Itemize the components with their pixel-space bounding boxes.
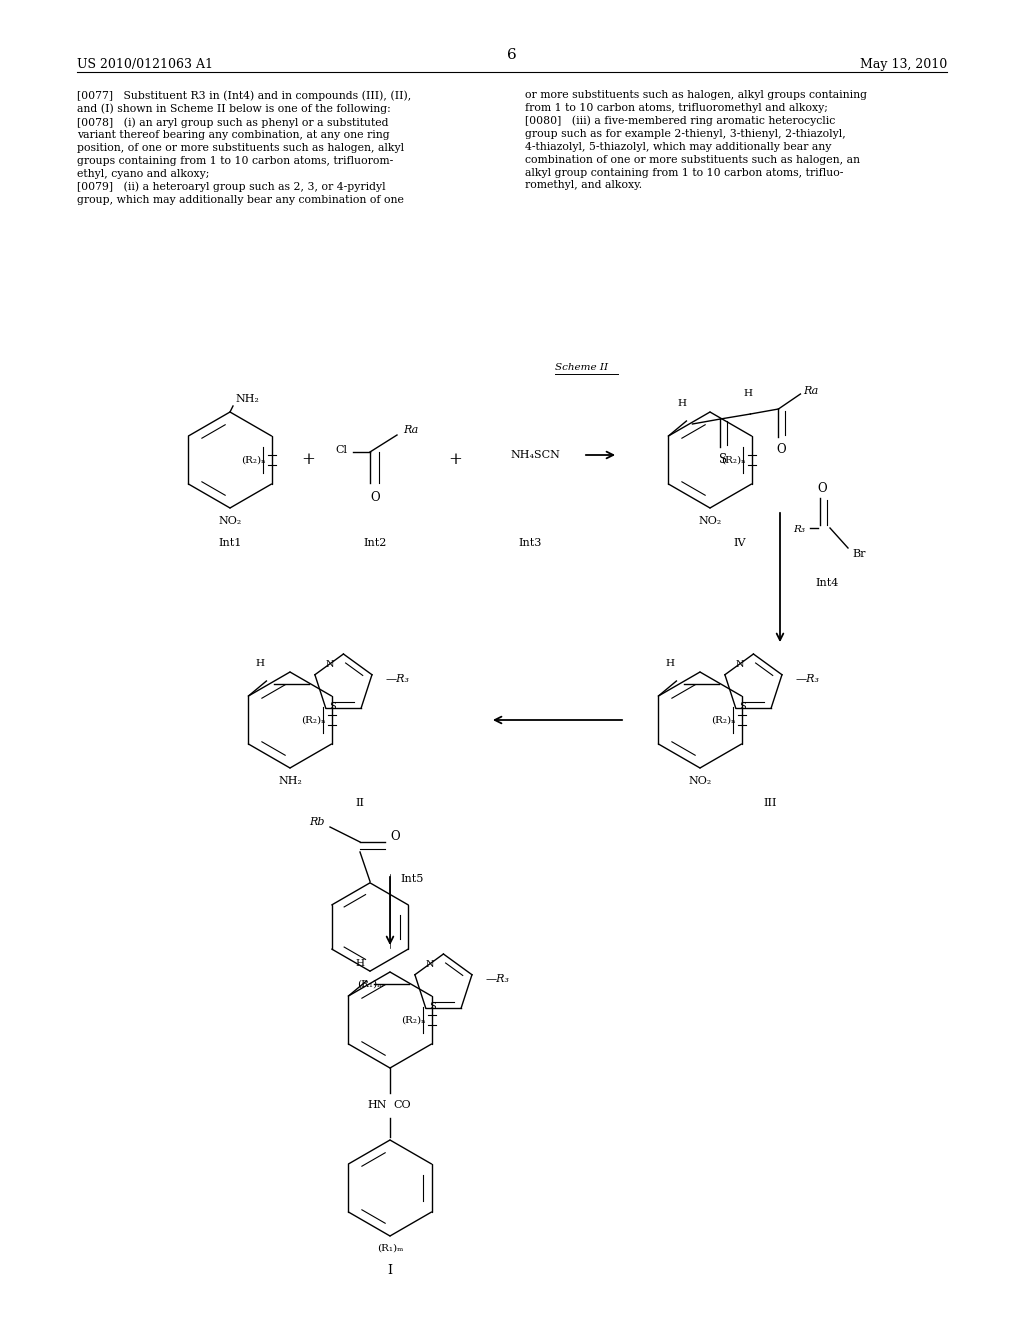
Text: NH₄SCN: NH₄SCN — [510, 450, 560, 459]
Text: May 13, 2010: May 13, 2010 — [860, 58, 947, 71]
Text: Rb: Rb — [309, 817, 325, 828]
Text: Int2: Int2 — [364, 539, 387, 548]
Text: Cl: Cl — [335, 445, 347, 455]
Text: H: H — [666, 659, 675, 668]
Text: Scheme II: Scheme II — [555, 363, 608, 372]
Text: or more substituents such as halogen, alkyl groups containing
from 1 to 10 carbo: or more substituents such as halogen, al… — [525, 90, 867, 190]
Text: O: O — [371, 491, 380, 504]
Text: —R₃: —R₃ — [385, 675, 410, 684]
Text: US 2010/0121063 A1: US 2010/0121063 A1 — [77, 58, 213, 71]
Text: S: S — [739, 702, 746, 711]
Text: Int3: Int3 — [518, 539, 542, 548]
Text: H: H — [356, 960, 365, 968]
Text: HN: HN — [368, 1100, 387, 1110]
Text: R₃: R₃ — [793, 525, 805, 535]
Text: —R₃: —R₃ — [485, 974, 509, 983]
Text: —R₃: —R₃ — [796, 675, 819, 684]
Text: +: + — [449, 451, 462, 469]
Text: Int5: Int5 — [400, 874, 423, 884]
Text: Br: Br — [852, 549, 865, 558]
Text: S: S — [429, 1002, 436, 1011]
Text: +: + — [301, 451, 315, 469]
Text: Ra: Ra — [804, 385, 818, 396]
Text: NO₂: NO₂ — [688, 776, 712, 785]
Text: Ra: Ra — [403, 425, 418, 436]
Text: NO₂: NO₂ — [698, 516, 722, 525]
Text: (R₂)ₙ: (R₂)ₙ — [401, 1015, 426, 1024]
Text: [0077]   Substituent R3 in (Int4) and in compounds (III), (II),
and (I) shown in: [0077] Substituent R3 in (Int4) and in c… — [77, 90, 412, 205]
Text: N: N — [326, 660, 334, 669]
Text: (R₂)ₙ: (R₂)ₙ — [301, 715, 326, 725]
Text: CO: CO — [393, 1100, 411, 1110]
Text: III: III — [763, 799, 777, 808]
Text: (R₁)ₘ: (R₁)ₘ — [377, 1243, 403, 1253]
Text: NO₂: NO₂ — [218, 516, 242, 525]
Text: N: N — [426, 960, 434, 969]
Text: (R₁)ₘ: (R₁)ₘ — [356, 979, 383, 989]
Text: O: O — [776, 444, 786, 455]
Text: NH₂: NH₂ — [279, 776, 302, 785]
Text: IV: IV — [734, 539, 746, 548]
Text: N: N — [735, 660, 744, 669]
Text: H: H — [256, 659, 265, 668]
Text: 6: 6 — [507, 48, 517, 62]
Text: H: H — [678, 399, 687, 408]
Text: O: O — [817, 482, 826, 495]
Text: H: H — [743, 389, 753, 399]
Text: Int4: Int4 — [815, 578, 839, 587]
Text: S: S — [720, 453, 727, 466]
Text: (R₂)ₙ: (R₂)ₙ — [241, 455, 265, 465]
Text: I: I — [387, 1265, 392, 1276]
Text: NH₂: NH₂ — [234, 393, 259, 404]
Text: II: II — [355, 799, 365, 808]
Text: S: S — [330, 702, 336, 711]
Text: (R₂)ₙ: (R₂)ₙ — [711, 715, 735, 725]
Text: (R₂)ₙ: (R₂)ₙ — [721, 455, 745, 465]
Text: Int1: Int1 — [218, 539, 242, 548]
Text: O: O — [390, 830, 399, 843]
